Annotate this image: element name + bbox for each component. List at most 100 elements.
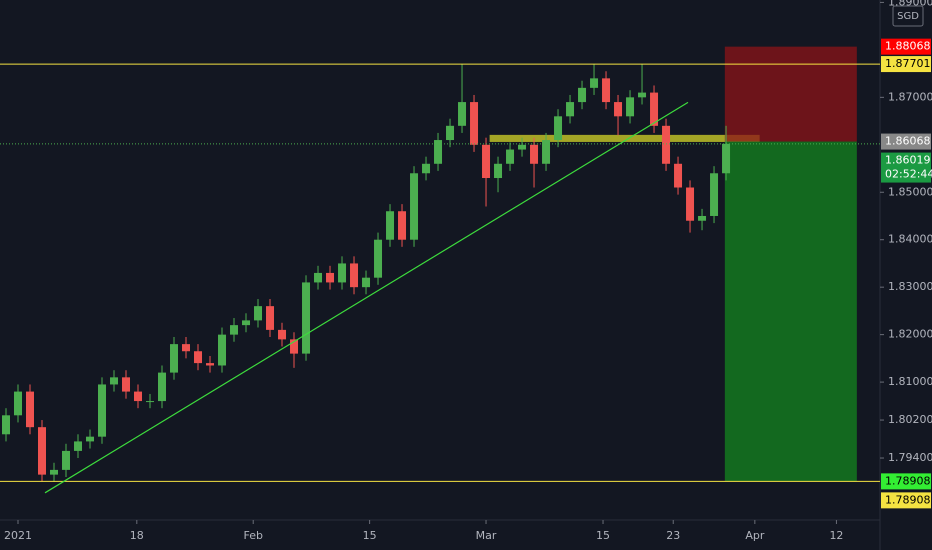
candle-body: [446, 125, 455, 141]
candle-body: [458, 102, 467, 126]
candle-body: [374, 239, 383, 278]
candle-body: [230, 325, 239, 335]
candle-body: [482, 144, 491, 179]
price-label: 1.88068: [885, 40, 931, 53]
countdown: 02:52:44: [885, 168, 932, 181]
currency-box[interactable]: [892, 5, 924, 27]
candle-body: [110, 377, 119, 385]
candle-body: [122, 377, 131, 392]
candle-body: [314, 272, 323, 283]
candle-body: [422, 163, 431, 174]
x-tick-label: 2021: [4, 529, 32, 542]
price-label: 1.86068: [885, 135, 931, 148]
y-tick-label: 1.82000: [888, 328, 932, 341]
candle-body: [674, 163, 683, 188]
price-label: 1.86019: [885, 154, 931, 167]
x-tick-label: 18: [130, 529, 144, 542]
price-label-box: [881, 473, 931, 490]
candle-body: [722, 143, 731, 174]
zone: [724, 141, 857, 482]
y-tick-label: 1.80200: [888, 413, 932, 426]
candle-body: [194, 351, 203, 364]
candle-body: [614, 102, 623, 117]
candle-body: [638, 92, 647, 98]
candle-body: [386, 211, 395, 240]
candle-body: [518, 144, 527, 150]
candle-body: [242, 320, 251, 326]
candle-body: [266, 306, 275, 330]
candle-body: [650, 92, 659, 126]
candle-body: [542, 140, 551, 164]
candle-body: [326, 272, 335, 283]
candle-body: [566, 102, 575, 117]
y-tick-label: 1.81000: [888, 375, 932, 388]
x-tick-label: 15: [596, 529, 610, 542]
y-tick-label: 1.79400: [888, 451, 932, 464]
candle-body: [602, 78, 611, 103]
candle-body: [74, 441, 83, 451]
price-label-box: [881, 492, 931, 509]
candle-body: [86, 436, 95, 442]
candle-body: [2, 415, 11, 435]
candle-body: [662, 125, 671, 164]
price-label: 1.78908: [885, 493, 931, 506]
price-label: 1.87701: [885, 57, 931, 70]
candle-body: [146, 401, 155, 403]
y-tick-label: 1.84000: [888, 233, 932, 246]
candle-body: [590, 78, 599, 88]
candle-body: [470, 102, 479, 145]
y-tick-label: 1.89000: [888, 0, 932, 8]
candle-body: [62, 450, 71, 470]
candle-body: [170, 344, 179, 373]
price-label-box: [881, 133, 931, 150]
candle-body: [530, 144, 539, 164]
candle-body: [98, 384, 107, 437]
zone: [724, 46, 857, 142]
plot-area: [0, 46, 880, 494]
candle-body: [50, 469, 59, 475]
currency[interactable]: SGD: [897, 11, 919, 22]
candle-body: [158, 372, 167, 402]
price-label-box: [881, 152, 931, 183]
x-tick-label: 23: [666, 529, 680, 542]
candle-body: [14, 391, 23, 416]
candle-body: [350, 263, 359, 288]
y-tick-label: 1.85000: [888, 185, 932, 198]
price-label: 1.78908: [885, 474, 931, 487]
x-tick-label: 15: [363, 529, 377, 542]
candle-body: [626, 97, 635, 117]
candle-body: [278, 329, 287, 340]
candle-body: [686, 187, 695, 221]
price-label-box: [881, 56, 931, 73]
x-tick-label: Apr: [745, 529, 765, 542]
y-tick-label: 1.83000: [888, 280, 932, 293]
x-tick-label: 12: [829, 529, 843, 542]
candle-body: [398, 211, 407, 240]
y-tick-label: 1.87000: [888, 90, 932, 103]
candle-body: [578, 87, 587, 103]
candle-body: [698, 215, 707, 221]
x-tick-label: Mar: [476, 529, 497, 542]
price-label-box: [881, 38, 931, 55]
candle-body: [554, 116, 563, 141]
candle-body: [38, 427, 47, 475]
candle-body: [302, 282, 311, 354]
x-tick-label: Feb: [243, 529, 262, 542]
candle-body: [290, 339, 299, 354]
candle-body: [494, 163, 503, 179]
candle-body: [134, 391, 143, 402]
candle-body: [338, 263, 347, 283]
candle-body: [506, 149, 515, 164]
candle-body: [254, 306, 263, 321]
candle-body: [410, 173, 419, 240]
candle-body: [182, 344, 191, 352]
candle-body: [206, 363, 215, 366]
candle-body: [26, 391, 35, 428]
trendline: [44, 101, 689, 494]
zone: [489, 134, 760, 142]
candle-body: [434, 140, 443, 164]
candle-body: [710, 173, 719, 216]
candle-body: [362, 277, 371, 288]
candle-body: [218, 334, 227, 366]
